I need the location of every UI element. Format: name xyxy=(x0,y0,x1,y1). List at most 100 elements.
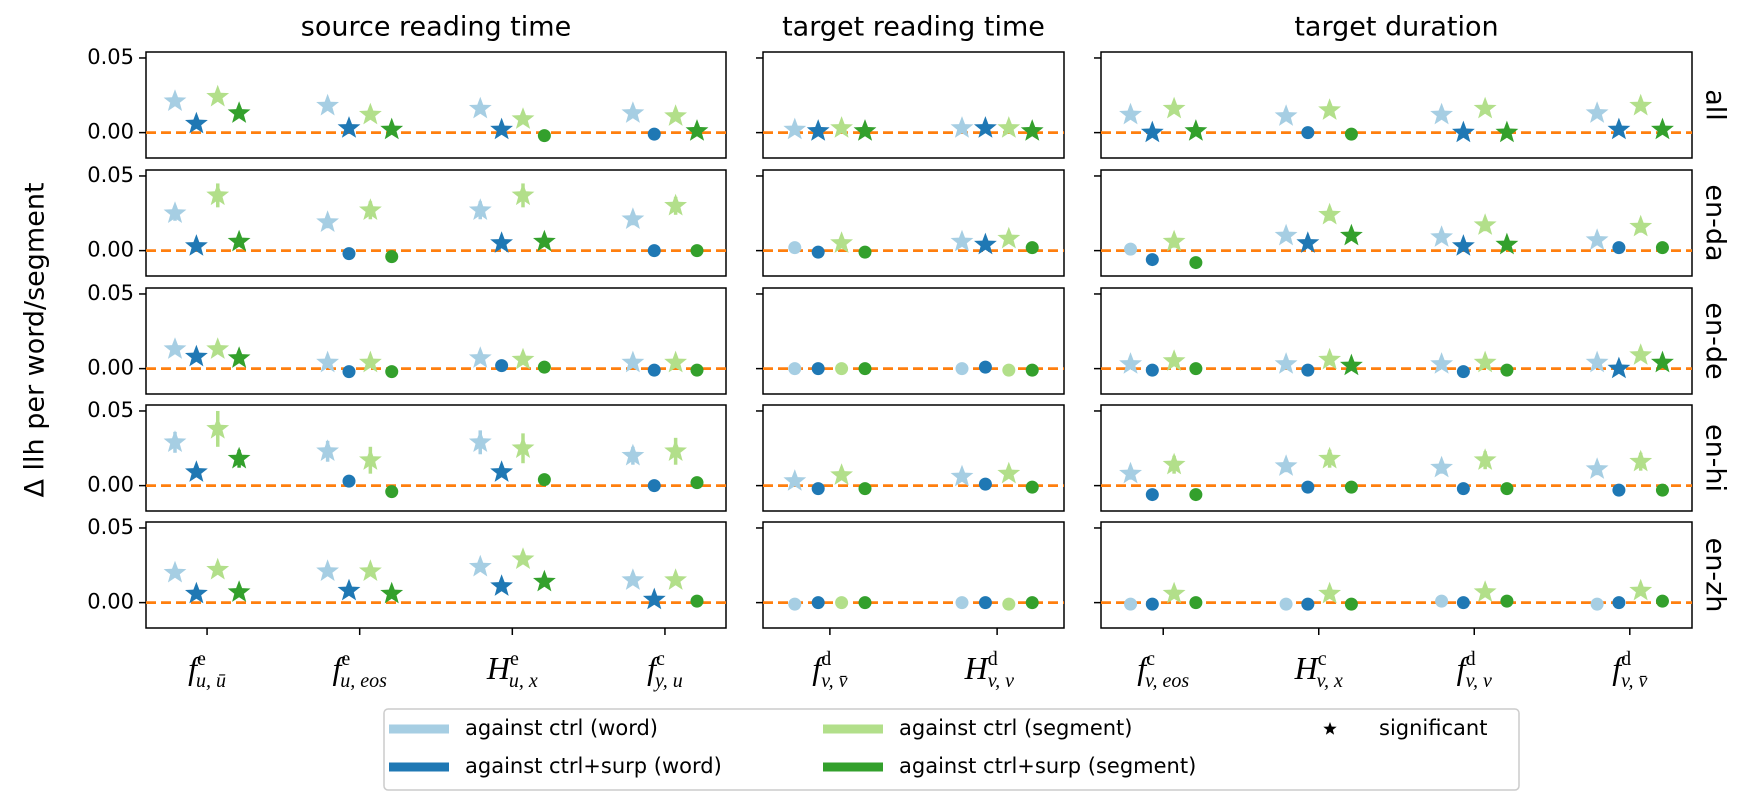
circle-marker xyxy=(811,245,825,259)
y-tick-label: 0.05 xyxy=(87,281,134,305)
circle-marker xyxy=(1124,242,1138,256)
star-marker xyxy=(1162,229,1186,252)
circle-marker xyxy=(1025,480,1039,494)
star-marker xyxy=(1162,452,1186,475)
label-sup: e xyxy=(510,648,519,670)
circle-marker xyxy=(1612,483,1626,497)
circle-marker xyxy=(811,362,825,376)
label-sub: u, x xyxy=(509,670,538,692)
circle-marker xyxy=(788,362,802,376)
circle-marker xyxy=(342,365,356,379)
panel-frame xyxy=(1100,51,1693,159)
y-tick-label: 0.00 xyxy=(87,356,134,380)
star-marker xyxy=(830,463,853,485)
y-tick-label: 0.00 xyxy=(87,120,134,144)
star-marker xyxy=(1430,352,1453,374)
star-marker xyxy=(685,119,709,141)
star-marker xyxy=(1495,120,1519,143)
star-marker xyxy=(830,116,853,138)
circle-marker xyxy=(1145,363,1159,377)
circle-marker xyxy=(1301,126,1315,140)
x-tick-label: Hd v, v⃖ xyxy=(964,648,1030,692)
row-label: all xyxy=(1700,89,1731,121)
y-tick-label: 0.00 xyxy=(87,473,134,497)
star-marker xyxy=(163,430,187,452)
star-marker xyxy=(1119,102,1142,125)
star-marker xyxy=(950,464,974,487)
label-base: H xyxy=(964,650,990,686)
x-tick-label: fe u, ū xyxy=(188,648,226,692)
panel-frame xyxy=(762,169,1065,277)
circle-marker xyxy=(1145,253,1159,267)
star-marker xyxy=(359,102,382,125)
x-tick-label: fd v, v̄ xyxy=(1612,648,1647,692)
circle-marker xyxy=(978,596,992,610)
label-sub: v, x xyxy=(1317,670,1343,692)
star-marker xyxy=(468,430,492,452)
circle-marker xyxy=(537,129,551,143)
circle-marker xyxy=(385,365,399,379)
circle-marker xyxy=(1145,597,1159,611)
star-marker xyxy=(783,469,807,491)
circle-marker xyxy=(811,482,825,496)
star-marker xyxy=(380,117,404,140)
circle-marker xyxy=(647,363,661,377)
star-marker xyxy=(1585,101,1609,123)
circle-marker xyxy=(537,473,551,487)
star-marker xyxy=(1629,93,1653,116)
row-label: en-zh xyxy=(1700,538,1731,613)
circle-marker xyxy=(342,474,356,488)
label-base: H xyxy=(486,650,512,686)
circle-marker xyxy=(1655,594,1669,608)
column-title: target reading time xyxy=(782,12,1045,43)
circle-marker xyxy=(647,127,661,141)
panel-frame xyxy=(145,404,727,512)
label-sup: d xyxy=(1466,648,1476,670)
circle-marker xyxy=(858,245,872,259)
star-marker xyxy=(490,460,513,482)
star-marker xyxy=(1473,448,1497,470)
circle-marker xyxy=(1500,482,1514,496)
star-marker xyxy=(1020,119,1044,141)
star-marker xyxy=(1607,117,1631,140)
y-tick-label: 0.05 xyxy=(87,398,134,422)
star-marker xyxy=(1473,350,1497,373)
star-marker xyxy=(185,581,208,604)
star-marker xyxy=(1119,352,1142,374)
star-marker xyxy=(621,568,645,590)
star-marker xyxy=(1430,102,1453,125)
legend-label: against ctrl+surp (word) xyxy=(465,754,722,778)
star-marker xyxy=(664,104,687,126)
star-marker xyxy=(316,350,339,373)
circle-marker xyxy=(1025,363,1039,377)
circle-marker xyxy=(1124,597,1138,611)
star-marker xyxy=(974,232,997,255)
circle-marker xyxy=(1590,597,1604,611)
star-marker xyxy=(511,347,535,370)
star-marker xyxy=(997,116,1021,138)
x-tick-label: fd v, v̄ xyxy=(812,648,847,692)
circle-marker xyxy=(1500,594,1514,608)
star-marker xyxy=(1140,120,1164,143)
star-marker xyxy=(664,193,687,216)
star-marker xyxy=(1274,223,1298,246)
star-marker xyxy=(1318,581,1341,604)
circle-marker xyxy=(495,359,509,373)
star-marker xyxy=(533,569,556,592)
circle-marker xyxy=(978,477,992,491)
panel-frame xyxy=(1100,404,1693,512)
star-marker xyxy=(227,346,251,368)
circle-marker xyxy=(1612,241,1626,255)
circle-marker xyxy=(1025,596,1039,610)
column-title: target duration xyxy=(1294,12,1498,43)
star-marker xyxy=(490,117,513,140)
star-marker xyxy=(1629,214,1653,237)
star-marker xyxy=(380,581,404,604)
star-marker xyxy=(185,460,208,482)
star-marker xyxy=(1274,104,1298,126)
star-marker xyxy=(316,210,339,232)
star-marker xyxy=(490,574,513,596)
star-marker xyxy=(1296,231,1320,253)
circle-marker xyxy=(858,596,872,610)
